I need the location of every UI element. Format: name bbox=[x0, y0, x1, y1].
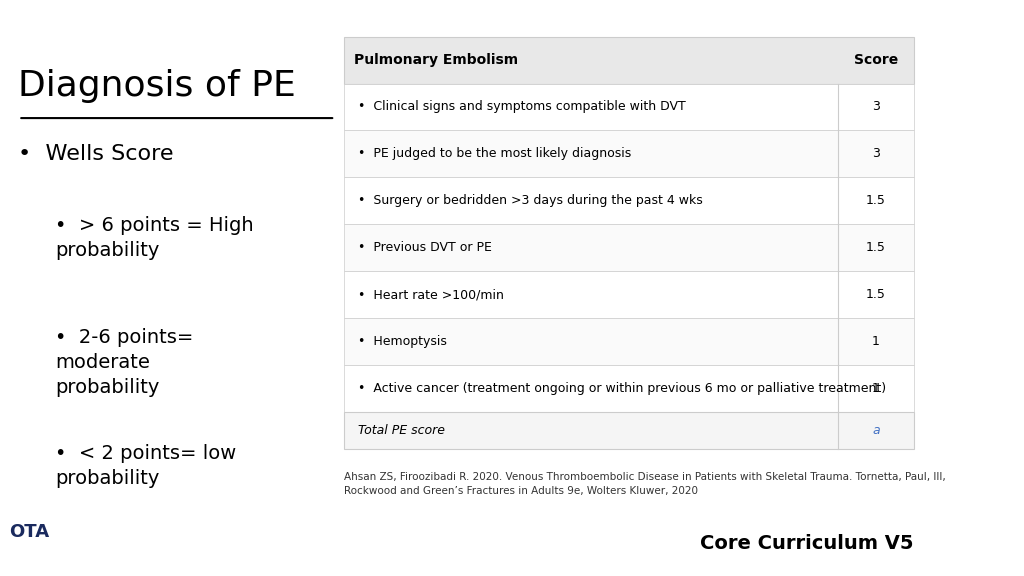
Text: 3: 3 bbox=[872, 100, 880, 113]
Text: •  > 6 points = High
probability: • > 6 points = High probability bbox=[55, 216, 254, 260]
FancyBboxPatch shape bbox=[344, 365, 913, 412]
FancyBboxPatch shape bbox=[344, 224, 913, 271]
Text: Core Curriculum V5: Core Curriculum V5 bbox=[700, 534, 913, 553]
Text: 1.5: 1.5 bbox=[866, 194, 886, 207]
Text: 1: 1 bbox=[872, 335, 880, 348]
Text: OTA: OTA bbox=[9, 524, 49, 541]
Text: •  Surgery or bedridden >3 days during the past 4 wks: • Surgery or bedridden >3 days during th… bbox=[358, 194, 702, 207]
Text: •  Clinical signs and symptoms compatible with DVT: • Clinical signs and symptoms compatible… bbox=[358, 100, 686, 113]
Text: •  Previous DVT or PE: • Previous DVT or PE bbox=[358, 241, 492, 254]
Text: Total PE score: Total PE score bbox=[358, 424, 445, 437]
FancyBboxPatch shape bbox=[344, 271, 913, 318]
Text: •  Heart rate >100/min: • Heart rate >100/min bbox=[358, 288, 504, 301]
Text: 1.5: 1.5 bbox=[866, 241, 886, 254]
Text: Score: Score bbox=[854, 54, 898, 67]
Text: 1.5: 1.5 bbox=[866, 288, 886, 301]
Text: Ahsan ZS, Firoozibadi R. 2020. Venous Thromboembolic Disease in Patients with Sk: Ahsan ZS, Firoozibadi R. 2020. Venous Th… bbox=[344, 472, 946, 497]
Text: a: a bbox=[872, 424, 880, 437]
Text: •  Active cancer (treatment ongoing or within previous 6 mo or palliative treatm: • Active cancer (treatment ongoing or wi… bbox=[358, 382, 886, 395]
Text: 1: 1 bbox=[872, 382, 880, 395]
Text: 3: 3 bbox=[872, 147, 880, 160]
Text: Pulmonary Embolism: Pulmonary Embolism bbox=[353, 54, 518, 67]
Text: •  < 2 points= low
probability: • < 2 points= low probability bbox=[55, 444, 237, 487]
FancyBboxPatch shape bbox=[344, 84, 913, 130]
Text: Diagnosis of PE: Diagnosis of PE bbox=[18, 69, 296, 103]
Text: •  Wells Score: • Wells Score bbox=[18, 144, 174, 164]
FancyBboxPatch shape bbox=[344, 318, 913, 365]
FancyBboxPatch shape bbox=[344, 37, 913, 84]
Text: •  Hemoptysis: • Hemoptysis bbox=[358, 335, 447, 348]
FancyBboxPatch shape bbox=[344, 412, 913, 449]
Text: •  2-6 points=
moderate
probability: • 2-6 points= moderate probability bbox=[55, 328, 194, 397]
Text: •  PE judged to be the most likely diagnosis: • PE judged to be the most likely diagno… bbox=[358, 147, 632, 160]
FancyBboxPatch shape bbox=[344, 130, 913, 177]
FancyBboxPatch shape bbox=[344, 177, 913, 224]
